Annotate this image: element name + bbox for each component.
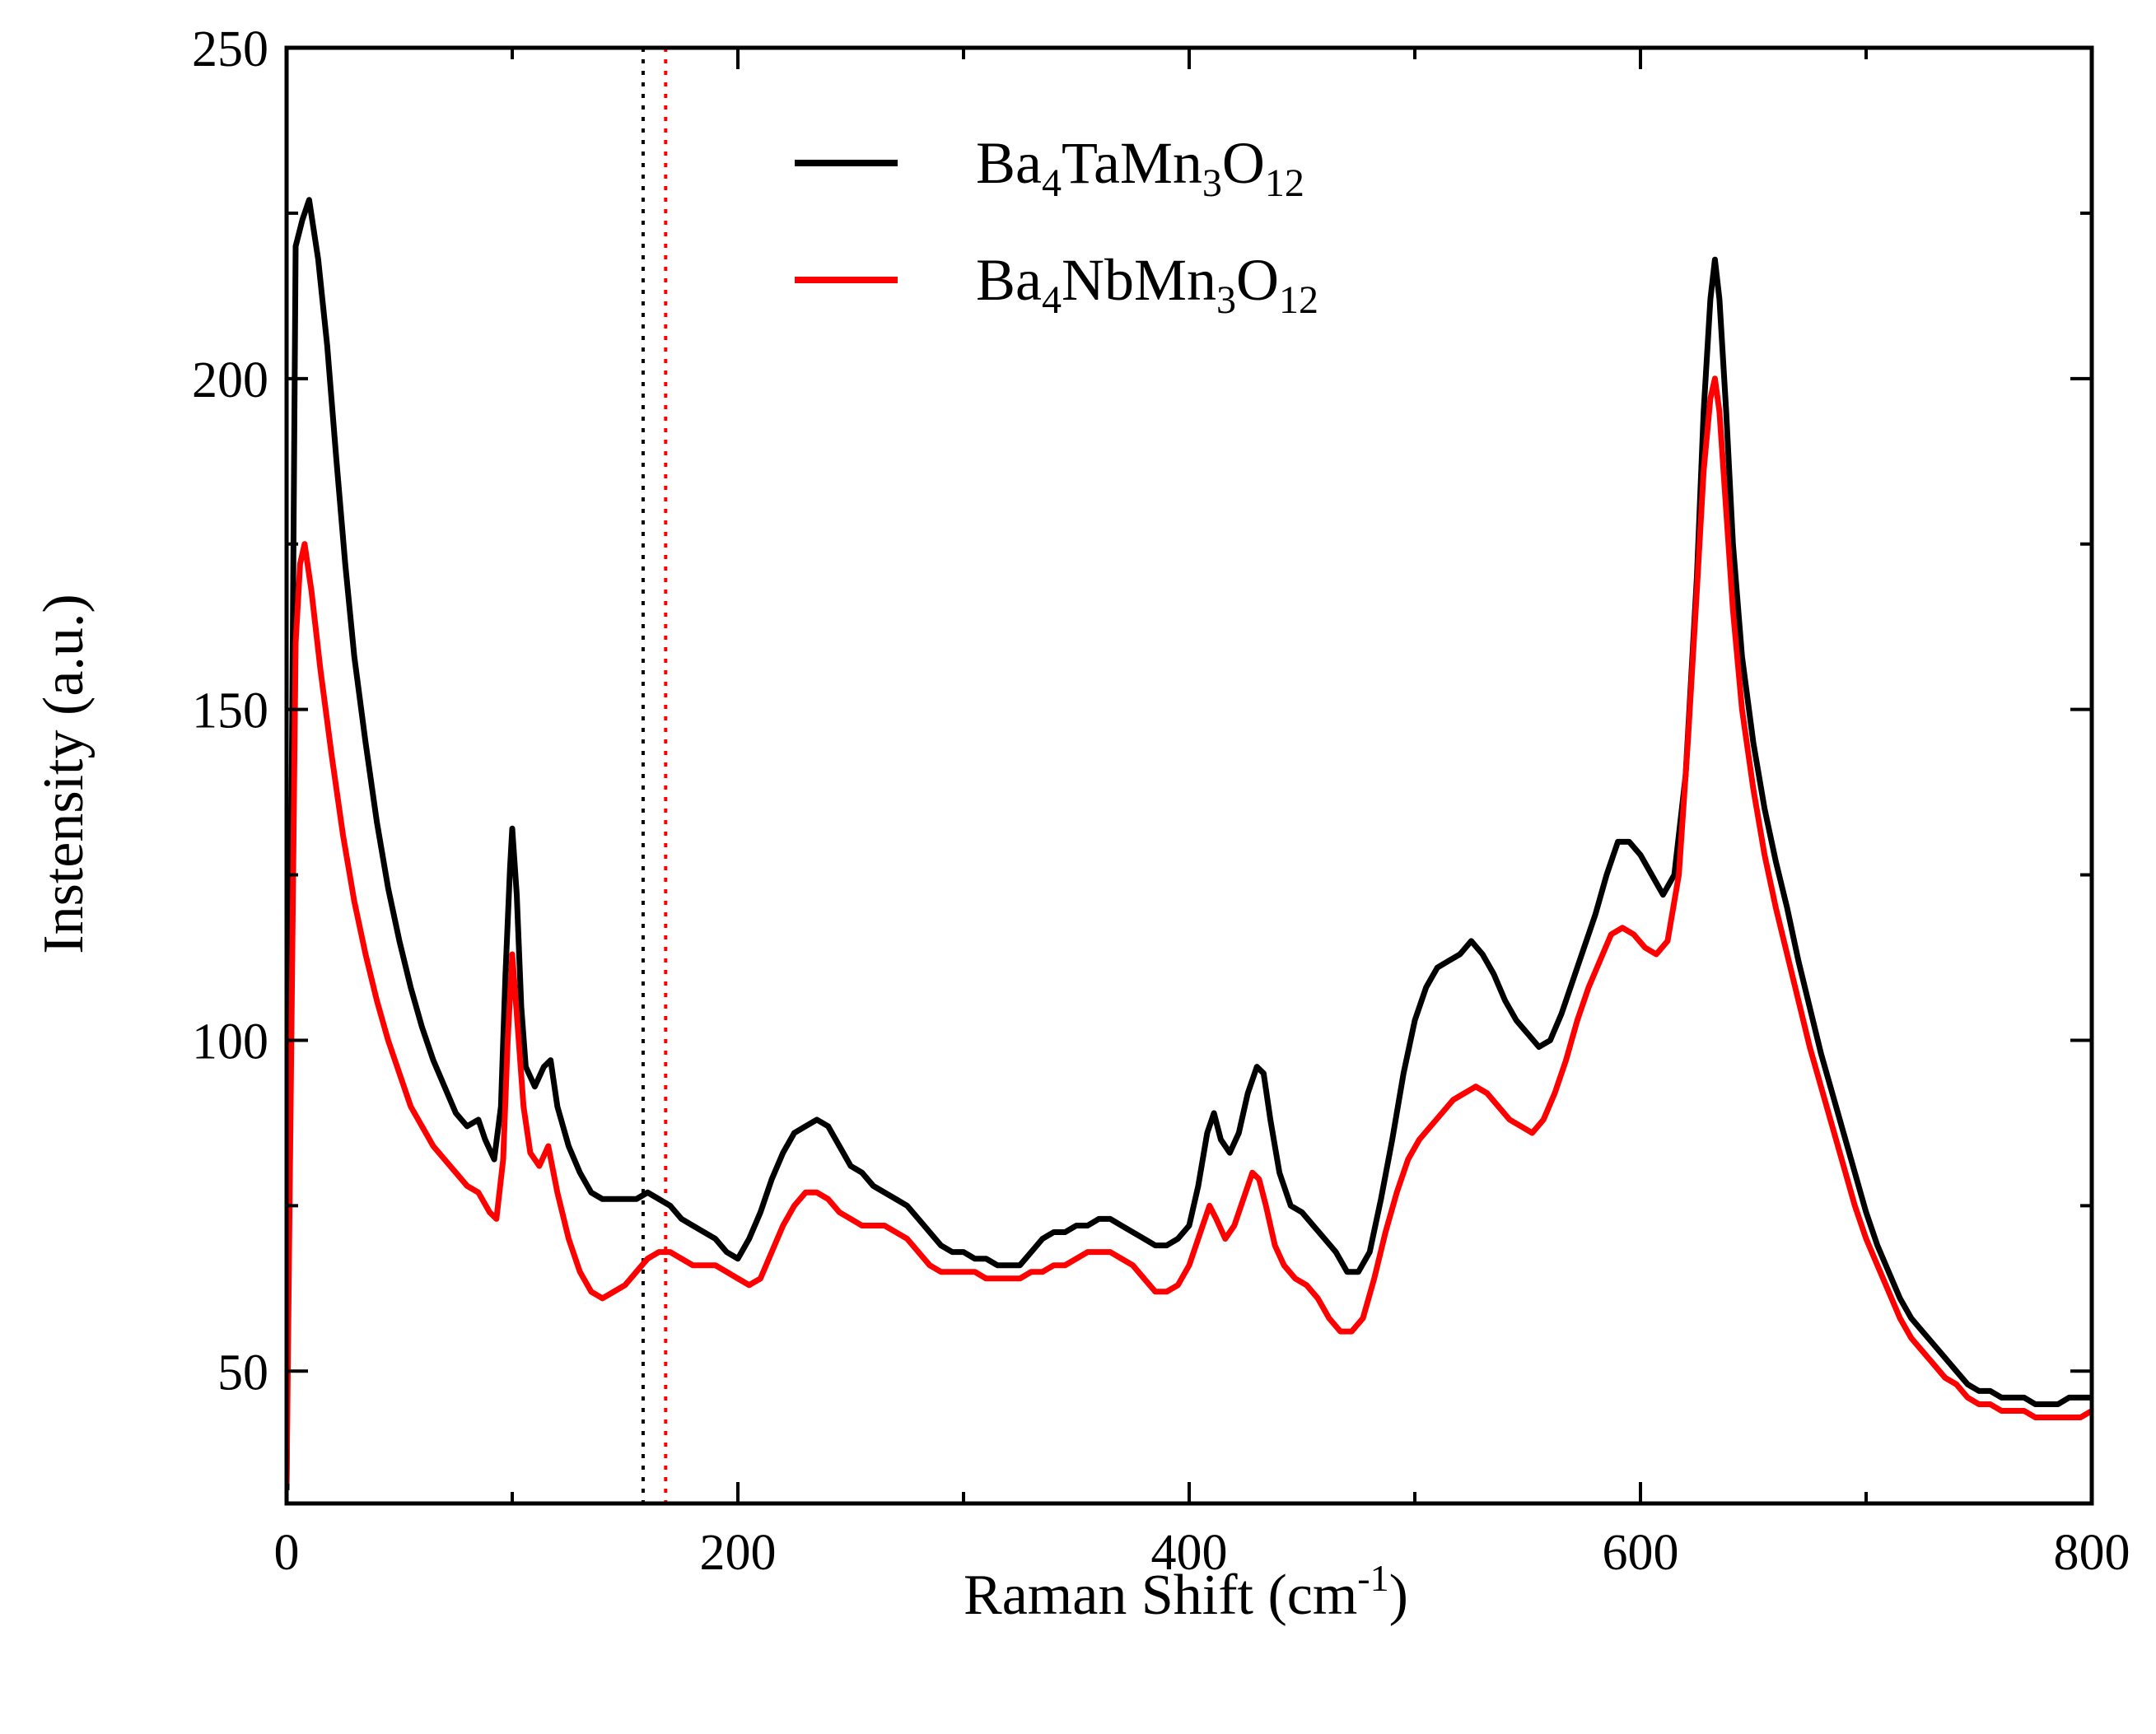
y-tick-label: 200 <box>192 352 268 408</box>
y-tick-label: 250 <box>192 21 268 77</box>
series-line-nb <box>287 375 2092 1484</box>
series-line-ta <box>287 197 2092 1490</box>
x-axis-title: Raman Shift (cm-1) <box>964 1557 1408 1627</box>
x-tick-label: 800 <box>2054 1525 2130 1581</box>
legend-label-nb: Ba4NbMn3O12 <box>976 247 1318 322</box>
x-tick-label: 600 <box>1603 1525 1679 1581</box>
y-tick-label: 100 <box>192 1014 268 1070</box>
y-tick-label: 50 <box>217 1345 268 1401</box>
x-tick-label: 400 <box>1151 1525 1228 1581</box>
x-tick-label: 0 <box>274 1525 300 1581</box>
plot-frame <box>284 45 2094 1506</box>
x-tick-label: 200 <box>700 1525 777 1581</box>
y-tick-label: 150 <box>192 683 268 739</box>
y-axis-title: Instensity (a.u.) <box>32 594 96 953</box>
legend: Ba4TaMn3O12 Ba4NbMn3O12 <box>795 130 1318 322</box>
legend-label-ta: Ba4TaMn3O12 <box>976 130 1304 205</box>
